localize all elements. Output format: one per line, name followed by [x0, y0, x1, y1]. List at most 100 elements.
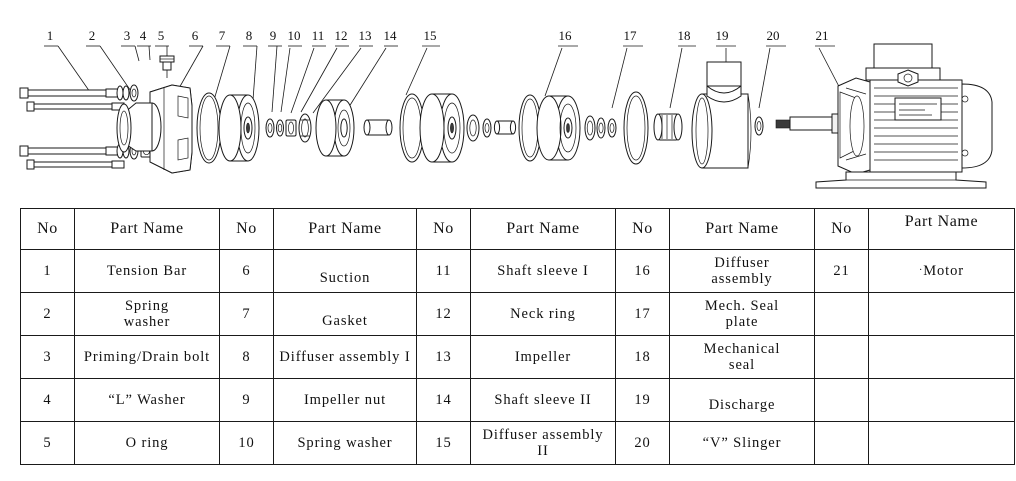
impeller-1	[315, 99, 355, 157]
row4-no-1: 4	[20, 378, 75, 422]
row3-name-3: Impeller	[470, 335, 616, 379]
callout-number-13: 13	[359, 28, 372, 43]
row4-name-4: Discharge	[669, 378, 815, 422]
row1-name-2: Suction	[273, 249, 417, 293]
row5-no-5	[814, 421, 869, 465]
mid-stage-group	[493, 94, 606, 162]
row2-no-2: 7	[219, 292, 274, 336]
header-no-3: No	[416, 208, 471, 250]
motor-shaft	[775, 113, 847, 134]
table-header-row: No Part Name No Part Name No Part Name N…	[20, 208, 1015, 250]
callout-number-18: 18	[678, 28, 691, 43]
mechanical-seal	[653, 113, 683, 141]
row2-name-3: Neck ring	[470, 292, 616, 336]
row3-no-1: 3	[20, 335, 75, 379]
table-row: 3 Priming/Drain bolt 8 Diffuser assembly…	[20, 335, 1015, 379]
callout-number-21: 21	[816, 28, 829, 43]
motor-leading-mark: ·	[919, 264, 924, 276]
leader-lines	[44, 45, 847, 114]
row4-name-1: “L” Washer	[74, 378, 220, 422]
callout-number-1: 1	[47, 28, 54, 43]
callout-number-2: 2	[89, 28, 96, 43]
callout-number-labels: 1 2 3 4 5 6 7 8 9 10 11 12 13 14 15 16 17 18 19 20 21	[47, 28, 829, 43]
row2-name-2-text: Gasket	[322, 312, 368, 329]
row1-no-2: 6	[219, 249, 274, 293]
row4-no-5	[814, 378, 869, 422]
v-slinger	[754, 116, 764, 136]
callout-number-12: 12	[335, 28, 348, 43]
row5-no-2: 10	[219, 421, 274, 465]
row2-no-3: 12	[416, 292, 471, 336]
diffuser-assembly-2	[399, 93, 492, 163]
row3-name-5	[868, 335, 1015, 379]
callout-number-6: 6	[192, 28, 199, 43]
row2-no-1: 2	[20, 292, 75, 336]
header-name-3: Part Name	[470, 208, 616, 250]
row1-name-5: ·Motor	[868, 249, 1015, 293]
callout-number-17: 17	[624, 28, 638, 43]
callout-number-16: 16	[559, 28, 573, 43]
row4-name-3: Shaft sleeve II	[470, 378, 616, 422]
row4-no-3: 14	[416, 378, 471, 422]
callout-number-10: 10	[288, 28, 301, 43]
header-name-2: Part Name	[273, 208, 417, 250]
row2-name-4: Mech. Seal plate	[669, 292, 815, 336]
parts-list-table: No Part Name No Part Name No Part Name N…	[20, 208, 1015, 465]
row1-name-2-text: Suction	[319, 269, 371, 286]
row5-name-5	[868, 421, 1015, 465]
header-no-2: No	[219, 208, 274, 250]
callout-number-20: 20	[767, 28, 780, 43]
row5-no-1: 5	[20, 421, 75, 465]
callout-number-8: 8	[246, 28, 253, 43]
table-row: 2 Spring washer 7 Gasket 12 Neck ring 17 …	[20, 292, 1015, 336]
table-row: 1 Tension Bar 6 Suction 11 Shaft sleeve …	[20, 249, 1015, 293]
gasket-o-ring	[196, 92, 222, 164]
row2-no-5	[814, 292, 869, 336]
row4-name-2: Impeller nut	[273, 378, 417, 422]
row5-no-4: 20	[615, 421, 670, 465]
row3-no-5	[814, 335, 869, 379]
shaft-sleeve-2	[363, 119, 393, 136]
callout-number-14: 14	[384, 28, 398, 43]
row5-name-3: Diffuser assembly II	[470, 421, 616, 465]
parts-list-table-container: No Part Name No Part Name No Part Name N…	[20, 208, 1015, 465]
header-name-5: Part Name	[868, 208, 1015, 250]
row3-name-1: Priming/Drain bolt	[74, 335, 220, 379]
header-name-1: Part Name	[74, 208, 220, 250]
impeller-nut-and-rings	[265, 113, 312, 143]
electric-motor	[815, 43, 993, 189]
row3-no-3: 13	[416, 335, 471, 379]
header-no-4: No	[615, 208, 670, 250]
row2-no-4: 17	[615, 292, 670, 336]
row1-no-5: 21	[814, 249, 869, 293]
callout-number-4: 4	[140, 28, 147, 43]
row1-name-3: Shaft sleeve I	[470, 249, 616, 293]
row2-name-5	[868, 292, 1015, 336]
callout-number-3: 3	[124, 28, 131, 43]
diffuser-assembly-1	[218, 94, 260, 162]
row4-no-2: 9	[219, 378, 274, 422]
row4-no-4: 19	[615, 378, 670, 422]
row3-no-4: 18	[615, 335, 670, 379]
callout-number-11: 11	[312, 28, 325, 43]
row2-name-2: Gasket	[273, 292, 417, 336]
callout-number-5: 5	[158, 28, 165, 43]
row1-name-4: Diffuser assembly	[669, 249, 815, 293]
row4-name-5	[868, 378, 1015, 422]
callout-number-19: 19	[716, 28, 729, 43]
row5-no-3: 15	[416, 421, 471, 465]
suction-housing	[116, 84, 193, 174]
callout-number-15: 15	[424, 28, 437, 43]
header-name-5-text: Part Name	[904, 213, 979, 231]
row5-name-1: O ring	[74, 421, 220, 465]
pump-exploded-diagram-svg: .ln { fill:none; stroke:#1a1a1a; stroke-…	[19, 28, 993, 189]
discharge-housing	[691, 61, 752, 169]
header-no-5: No	[814, 208, 869, 250]
row1-name-1: Tension Bar	[74, 249, 220, 293]
row5-name-4: “V” Slinger	[669, 421, 815, 465]
row1-no-3: 11	[416, 249, 471, 293]
row1-no-4: 16	[615, 249, 670, 293]
table-row: 4 “L” Washer 9 Impeller nut 14 Shaft sle…	[20, 378, 1015, 422]
row2-name-1: Spring washer	[74, 292, 220, 336]
